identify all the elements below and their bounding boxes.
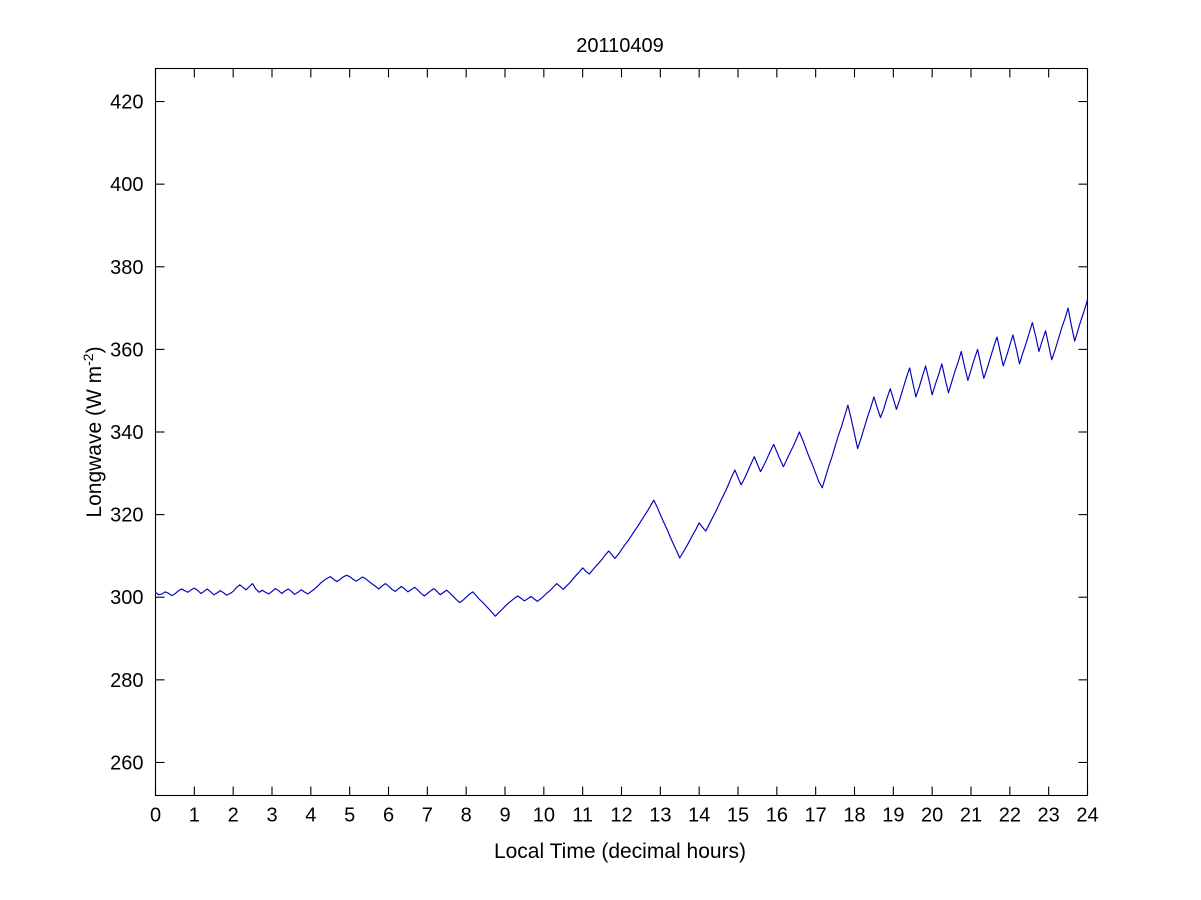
x-tick-label: 23	[1038, 805, 1060, 827]
x-tick-label: 5	[344, 805, 355, 827]
x-tick-label: 24	[1076, 805, 1098, 827]
data-series-group	[154, 299, 1089, 617]
x-tick-label: 12	[610, 805, 632, 827]
x-tick-label: 14	[688, 805, 710, 827]
data-line-longwave	[154, 299, 1089, 617]
y-axis-label-superscript: -2	[80, 353, 96, 366]
x-axis-ticks	[154, 68, 1089, 796]
x-tick-label: 18	[843, 805, 865, 827]
y-tick-label: 260	[110, 752, 143, 774]
y-tick-label: 380	[110, 257, 143, 279]
x-tick-label: 13	[649, 805, 671, 827]
y-tick-label: 360	[110, 339, 143, 361]
x-tick-label: 21	[960, 805, 982, 827]
chart-title: 20110409	[576, 35, 664, 57]
x-tick-label: 17	[805, 805, 827, 827]
axes-frame	[154, 67, 1089, 797]
x-tick-label: 22	[999, 805, 1021, 827]
x-tick-label: 1	[189, 805, 200, 827]
y-axis-ticks	[155, 100, 1088, 764]
y-tick-label: 420	[110, 92, 143, 114]
y-axis-label-base: Longwave (W m	[83, 366, 106, 518]
x-tick-label: 3	[266, 805, 277, 827]
x-tick-label: 4	[305, 805, 316, 827]
x-axis-label: Local Time (decimal hours)	[494, 840, 746, 863]
x-tick-label: 10	[533, 805, 555, 827]
x-tick-label: 0	[150, 805, 161, 827]
y-axis-label-tail: )	[83, 346, 106, 353]
y-tick-label: 280	[110, 670, 143, 692]
x-tick-label: 7	[422, 805, 433, 827]
y-tick-label: 340	[110, 422, 143, 444]
x-tick-label: 6	[383, 805, 394, 827]
y-tick-label: 300	[110, 587, 143, 609]
x-tick-label: 20	[921, 805, 943, 827]
x-tick-label: 9	[499, 805, 510, 827]
x-tick-label: 11	[572, 805, 593, 827]
y-tick-label: 400	[110, 174, 143, 196]
x-tick-label: 2	[228, 805, 239, 827]
y-axis-tick-labels: 260 280 300 320 340 360 380 400 420	[110, 92, 143, 775]
x-tick-label: 15	[727, 805, 749, 827]
y-tick-label: 320	[110, 505, 143, 527]
x-tick-label: 16	[766, 805, 788, 827]
y-axis-label: Longwave (W m-2)	[80, 346, 106, 517]
x-tick-label: 19	[882, 805, 904, 827]
x-tick-label: 8	[461, 805, 472, 827]
x-axis-tick-labels: 0 1 2 3 4 5 6 7 8 9 10 11 12 13 14 15 16 17 18 19 20 21 22 23 24	[150, 805, 1099, 827]
